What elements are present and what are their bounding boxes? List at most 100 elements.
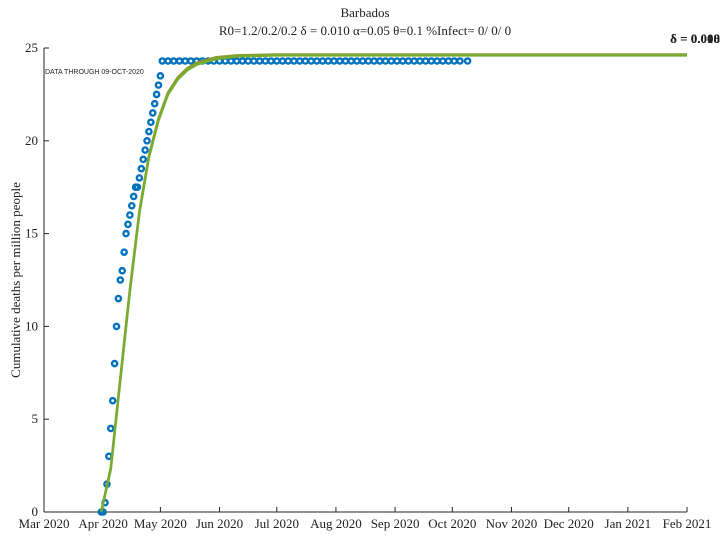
data-point — [156, 72, 165, 80]
data-point — [148, 109, 157, 117]
x-tick-label: Oct 2020 — [428, 516, 476, 531]
data-point — [381, 57, 390, 65]
data-point — [169, 57, 178, 65]
data-point — [99, 508, 107, 516]
data-point — [114, 294, 123, 303]
data-point — [330, 57, 338, 65]
data-point — [137, 164, 146, 173]
data-point — [120, 248, 128, 256]
data-point — [124, 220, 132, 229]
data-point — [145, 127, 153, 136]
data-point — [175, 57, 184, 65]
data-point — [290, 57, 298, 65]
data-point — [370, 57, 378, 65]
data-point — [307, 57, 315, 65]
x-tick-label: Jul 2020 — [255, 516, 299, 531]
x-tick-label: Jun 2020 — [196, 516, 243, 531]
data-point — [444, 57, 453, 65]
data-point — [456, 57, 464, 65]
data-point — [421, 57, 430, 65]
chart-title: Barbados — [340, 5, 389, 20]
data-point — [301, 57, 310, 65]
data-point — [135, 174, 144, 182]
x-tick-label: Jan 2021 — [605, 516, 652, 531]
data-point — [410, 57, 418, 65]
legend-label: δ = 0.010 — [670, 31, 720, 46]
data-point — [404, 57, 413, 65]
data-point — [393, 57, 401, 65]
data-point — [463, 57, 472, 65]
data-point — [353, 57, 361, 65]
legend-label: δ = 0.008 — [670, 31, 720, 46]
data-point — [267, 57, 275, 65]
y-tick-label: 25 — [25, 40, 38, 55]
y-tick-label: 0 — [32, 504, 39, 519]
data-point — [232, 57, 241, 65]
data-point — [133, 183, 142, 191]
data-point — [112, 322, 121, 331]
data-point — [324, 57, 333, 65]
data-point — [238, 57, 247, 65]
data-point — [106, 424, 115, 433]
y-axis-label: Cumulative deaths per million people — [8, 182, 23, 378]
data-point — [341, 57, 350, 65]
x-tick-label: Mar 2020 — [19, 516, 70, 531]
data-point — [387, 57, 396, 65]
model-line — [99, 53, 687, 513]
data-point — [150, 99, 159, 108]
y-tick-label: 15 — [25, 226, 38, 241]
data-point — [244, 57, 252, 65]
data-point — [278, 57, 287, 65]
y-tick-label: 20 — [25, 133, 38, 148]
data-point — [152, 90, 161, 99]
data-point — [364, 57, 373, 65]
data-point — [398, 57, 407, 65]
data-point — [122, 229, 130, 238]
data-point — [376, 57, 384, 65]
data-point — [450, 57, 459, 65]
x-tick-label: May 2020 — [134, 516, 187, 531]
data-point — [227, 57, 235, 65]
data-point — [272, 57, 281, 65]
data-point — [158, 57, 167, 65]
data-point — [313, 57, 321, 65]
data-point — [141, 146, 149, 154]
data-point — [284, 57, 293, 65]
data-point — [181, 57, 189, 65]
data-point — [347, 57, 355, 65]
data-point — [250, 57, 258, 65]
x-tick-label: Nov 2020 — [486, 516, 538, 531]
x-tick-label: Apr 2020 — [78, 516, 127, 531]
x-tick-label: Aug 2020 — [310, 516, 362, 531]
data-point — [261, 57, 270, 65]
data-point — [295, 57, 304, 65]
data-point — [164, 57, 172, 65]
data-point — [110, 359, 119, 368]
data-point — [335, 57, 344, 65]
data-point — [108, 396, 117, 405]
data-point — [139, 155, 148, 164]
x-tick-label: Feb 2021 — [663, 516, 712, 531]
data-point — [147, 118, 155, 127]
data-point — [116, 276, 125, 284]
data-point — [433, 57, 441, 65]
data-point — [129, 192, 138, 201]
data-point — [154, 81, 163, 89]
y-tick-label: 5 — [32, 411, 39, 426]
data-point — [126, 211, 134, 219]
data-point — [416, 57, 424, 65]
data-point — [358, 57, 367, 65]
data-point — [318, 57, 327, 65]
data-point — [427, 57, 436, 65]
x-tick-label: Dec 2020 — [544, 516, 594, 531]
data-point — [127, 201, 136, 210]
data-point — [255, 57, 264, 65]
data-point — [143, 136, 151, 145]
data-point — [187, 57, 195, 65]
y-tick-label: 10 — [25, 318, 38, 333]
annotation: DATA THROUGH 09-OCT-2020 — [45, 69, 144, 76]
data-point — [438, 57, 447, 65]
x-tick-label: Sep 2020 — [371, 516, 420, 531]
model-line — [99, 54, 687, 513]
